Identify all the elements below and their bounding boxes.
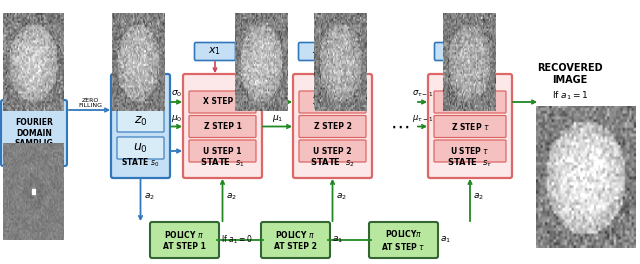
Text: U STEP 2: U STEP 2 [313,147,352,155]
Text: $a_2$: $a_2$ [225,192,236,202]
Text: STATE $s_0$: STATE $s_0$ [121,157,160,169]
FancyBboxPatch shape [299,116,366,138]
Text: $\sigma_1$: $\sigma_1$ [272,88,283,99]
Text: X STEP $\tau$: X STEP $\tau$ [451,97,490,107]
Text: POLICY$\pi$
AT STEP $\tau$: POLICY$\pi$ AT STEP $\tau$ [381,228,426,252]
FancyBboxPatch shape [117,137,164,159]
Text: $\cdots$: $\cdots$ [390,116,410,135]
FancyBboxPatch shape [369,222,438,258]
Text: STATE  $s_\tau$: STATE $s_\tau$ [447,157,493,169]
Text: $a_1$: $a_1$ [332,235,343,245]
Text: Z STEP 1: Z STEP 1 [204,122,241,131]
FancyBboxPatch shape [434,140,506,162]
FancyBboxPatch shape [298,43,339,60]
Text: U STEP 1: U STEP 1 [204,147,242,155]
Text: Z STEP 2: Z STEP 2 [314,122,351,131]
FancyBboxPatch shape [261,222,330,258]
Text: STATE  $s_2$: STATE $s_2$ [310,157,355,169]
FancyBboxPatch shape [299,91,366,113]
Text: $\sigma_0$: $\sigma_0$ [171,88,182,99]
Text: $x_\tau$: $x_\tau$ [451,46,465,57]
FancyBboxPatch shape [150,222,219,258]
Text: POLICY $\pi$
AT STEP 1: POLICY $\pi$ AT STEP 1 [163,229,206,251]
FancyBboxPatch shape [434,116,506,138]
FancyBboxPatch shape [189,116,256,138]
Text: X STEP 1: X STEP 1 [204,97,241,106]
FancyBboxPatch shape [434,91,506,113]
Text: $\sigma_{\tau-1}$: $\sigma_{\tau-1}$ [412,88,433,99]
Text: $\mu_0$: $\mu_0$ [171,112,182,124]
Text: POLICY $\pi$
AT STEP 2: POLICY $\pi$ AT STEP 2 [274,229,317,251]
Text: $a_2$: $a_2$ [143,192,154,202]
FancyBboxPatch shape [117,83,164,105]
Text: $x_1$: $x_1$ [209,46,221,57]
Text: STATE  $s_1$: STATE $s_1$ [200,157,245,169]
Text: If $a_1 = 1$: If $a_1 = 1$ [552,90,588,102]
FancyBboxPatch shape [189,91,256,113]
Text: $\mu_{\tau-1}$: $\mu_{\tau-1}$ [412,112,433,124]
Text: If $a_1 = 0$: If $a_1 = 0$ [221,234,252,246]
Text: $a_1$: $a_1$ [440,235,451,245]
FancyBboxPatch shape [189,140,256,162]
Text: U STEP $\tau$: U STEP $\tau$ [450,145,490,157]
Text: X STEP 2: X STEP 2 [314,97,351,106]
FancyBboxPatch shape [293,74,372,178]
Text: $z_0$: $z_0$ [134,115,147,128]
Text: $a_2$: $a_2$ [335,192,346,202]
Text: $x_0$: $x_0$ [133,87,148,101]
FancyBboxPatch shape [117,110,164,132]
Text: $a_2$: $a_2$ [473,192,484,202]
FancyBboxPatch shape [183,74,262,178]
Text: RECOVERED
IMAGE: RECOVERED IMAGE [537,63,603,85]
FancyBboxPatch shape [299,140,366,162]
FancyBboxPatch shape [1,100,67,166]
Text: FOURIER
DOMAIN
SAMPLIG: FOURIER DOMAIN SAMPLIG [15,118,53,148]
Text: $\mu_1$: $\mu_1$ [272,112,283,124]
FancyBboxPatch shape [428,74,512,178]
Text: $x_2$: $x_2$ [312,46,326,57]
FancyBboxPatch shape [435,43,481,60]
Text: Z STEP $\tau$: Z STEP $\tau$ [451,121,490,132]
Text: ZERO
FILLING: ZERO FILLING [78,98,102,109]
FancyBboxPatch shape [111,74,170,178]
FancyBboxPatch shape [195,43,236,60]
Text: $u_0$: $u_0$ [133,142,148,154]
